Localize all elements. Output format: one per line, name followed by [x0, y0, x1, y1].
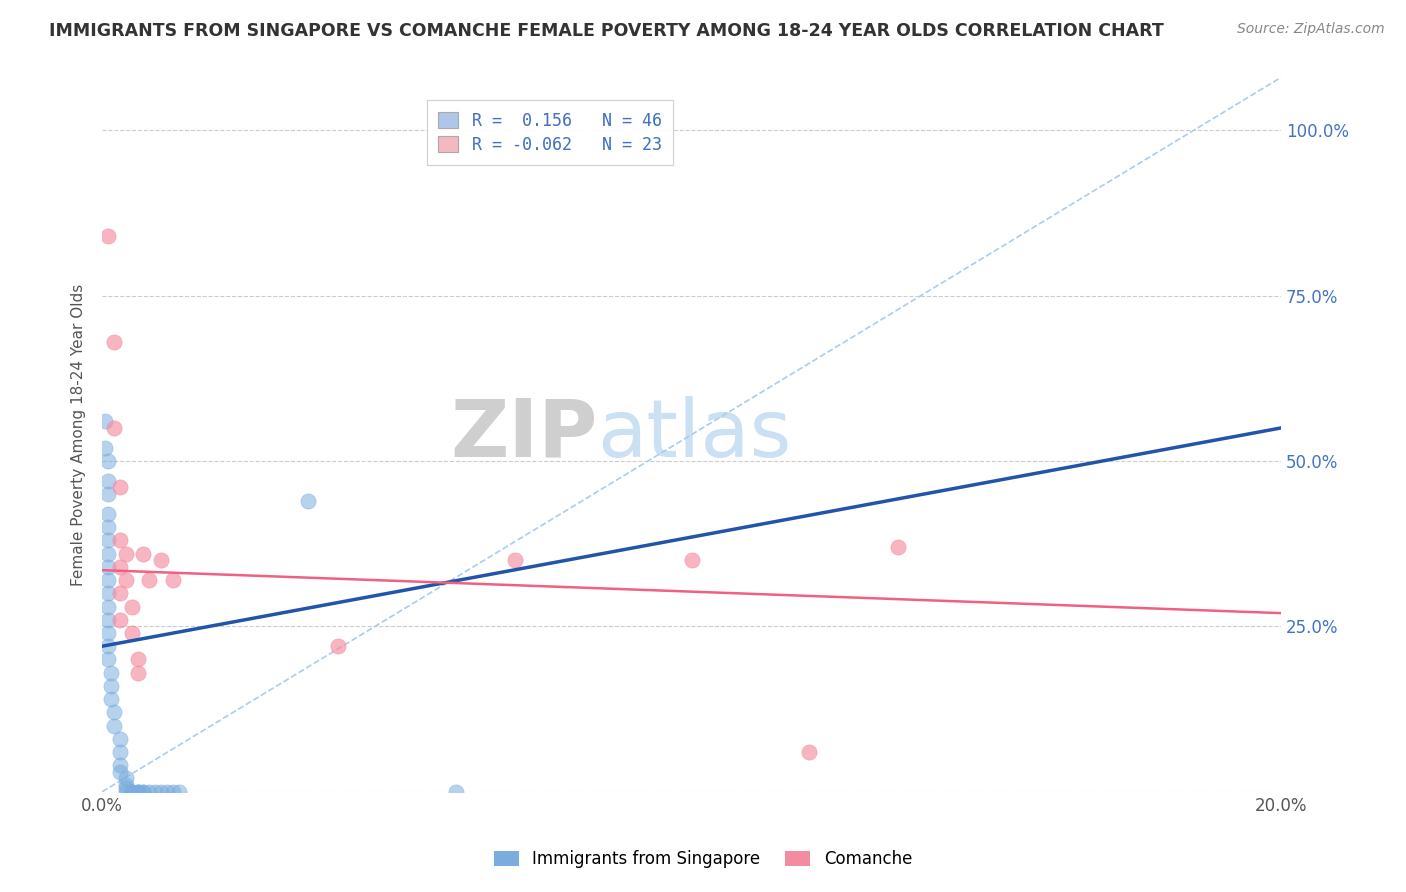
- Point: [150, 553, 173, 567]
- Point: [799, 745, 821, 759]
- Point: [121, 599, 143, 614]
- Legend: Immigrants from Singapore, Comanche: Immigrants from Singapore, Comanche: [488, 844, 918, 875]
- Point: [100, 679, 122, 693]
- Point: [503, 553, 526, 567]
- Text: Source: ZipAtlas.com: Source: ZipAtlas.com: [1237, 22, 1385, 37]
- Point: [97, 533, 120, 548]
- Legend: R =  0.156   N = 46, R = -0.062   N = 23: R = 0.156 N = 46, R = -0.062 N = 23: [427, 100, 673, 165]
- Point: [108, 731, 131, 746]
- Point: [94, 414, 117, 428]
- Point: [444, 785, 467, 799]
- Point: [97, 547, 120, 561]
- Point: [108, 613, 131, 627]
- Point: [162, 785, 184, 799]
- Point: [97, 454, 120, 468]
- Point: [167, 785, 190, 799]
- Point: [97, 652, 120, 666]
- Point: [97, 520, 120, 534]
- Point: [887, 540, 910, 554]
- Point: [97, 487, 120, 501]
- Point: [138, 573, 160, 587]
- Point: [132, 785, 155, 799]
- Point: [681, 553, 703, 567]
- Point: [114, 785, 136, 799]
- Point: [97, 229, 120, 244]
- Text: ZIP: ZIP: [450, 395, 598, 474]
- Text: IMMIGRANTS FROM SINGAPORE VS COMANCHE FEMALE POVERTY AMONG 18-24 YEAR OLDS CORRE: IMMIGRANTS FROM SINGAPORE VS COMANCHE FE…: [49, 22, 1164, 40]
- Point: [103, 706, 125, 720]
- Point: [127, 785, 149, 799]
- Point: [100, 665, 122, 680]
- Point: [108, 559, 131, 574]
- Point: [97, 639, 120, 653]
- Point: [127, 785, 149, 799]
- Point: [127, 665, 149, 680]
- Point: [108, 586, 131, 600]
- Point: [103, 421, 125, 435]
- Point: [97, 586, 120, 600]
- Point: [156, 785, 179, 799]
- Point: [121, 785, 143, 799]
- Point: [97, 573, 120, 587]
- Point: [121, 785, 143, 799]
- Point: [108, 764, 131, 779]
- Point: [297, 493, 319, 508]
- Point: [108, 480, 131, 494]
- Point: [108, 745, 131, 759]
- Point: [143, 785, 166, 799]
- Text: atlas: atlas: [598, 395, 792, 474]
- Point: [326, 639, 349, 653]
- Point: [121, 785, 143, 799]
- Point: [108, 533, 131, 548]
- Point: [114, 547, 136, 561]
- Point: [127, 652, 149, 666]
- Point: [103, 718, 125, 732]
- Point: [97, 626, 120, 640]
- Point: [121, 626, 143, 640]
- Point: [162, 573, 184, 587]
- Point: [138, 785, 160, 799]
- Point: [150, 785, 173, 799]
- Point: [114, 772, 136, 786]
- Point: [108, 758, 131, 772]
- Point: [114, 778, 136, 792]
- Point: [97, 507, 120, 521]
- Point: [97, 474, 120, 488]
- Point: [94, 441, 117, 455]
- Point: [100, 692, 122, 706]
- Point: [97, 613, 120, 627]
- Y-axis label: Female Poverty Among 18-24 Year Olds: Female Poverty Among 18-24 Year Olds: [72, 284, 86, 586]
- Point: [114, 573, 136, 587]
- Point: [132, 785, 155, 799]
- Point: [114, 781, 136, 796]
- Point: [127, 785, 149, 799]
- Point: [103, 334, 125, 349]
- Point: [97, 599, 120, 614]
- Point: [97, 559, 120, 574]
- Point: [132, 547, 155, 561]
